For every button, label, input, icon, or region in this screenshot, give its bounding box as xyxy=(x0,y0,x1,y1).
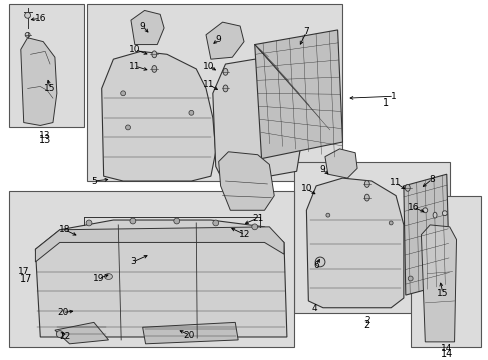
Bar xyxy=(9,191,293,347)
Text: 10: 10 xyxy=(300,184,311,193)
Text: 16: 16 xyxy=(35,14,46,23)
Ellipse shape xyxy=(121,91,125,96)
Bar xyxy=(9,4,84,127)
Text: 2: 2 xyxy=(363,316,369,325)
Polygon shape xyxy=(254,30,342,159)
Ellipse shape xyxy=(152,51,157,58)
Text: 19: 19 xyxy=(93,274,104,283)
Ellipse shape xyxy=(125,125,130,130)
Text: 12: 12 xyxy=(239,230,250,239)
Text: 4: 4 xyxy=(311,304,316,313)
Bar xyxy=(293,162,449,312)
Polygon shape xyxy=(142,322,238,344)
Ellipse shape xyxy=(407,276,412,281)
Ellipse shape xyxy=(104,274,112,279)
Text: 20: 20 xyxy=(57,308,68,317)
Polygon shape xyxy=(205,22,244,59)
Polygon shape xyxy=(324,149,356,178)
Text: 11: 11 xyxy=(389,179,401,188)
Text: 5: 5 xyxy=(91,176,97,185)
Polygon shape xyxy=(421,225,456,342)
Ellipse shape xyxy=(152,66,157,72)
Ellipse shape xyxy=(24,12,30,18)
Polygon shape xyxy=(21,38,57,126)
Text: 6: 6 xyxy=(313,261,318,270)
Polygon shape xyxy=(35,220,286,337)
Text: 9: 9 xyxy=(215,35,221,44)
Ellipse shape xyxy=(56,330,63,337)
Ellipse shape xyxy=(212,220,218,226)
Ellipse shape xyxy=(364,194,368,201)
Text: 17: 17 xyxy=(20,274,32,284)
Text: 10: 10 xyxy=(203,62,214,71)
Text: 15: 15 xyxy=(44,84,56,93)
Ellipse shape xyxy=(432,212,436,218)
Ellipse shape xyxy=(364,181,368,187)
Text: 3: 3 xyxy=(130,257,136,266)
Ellipse shape xyxy=(442,211,447,216)
Text: 7: 7 xyxy=(303,27,308,36)
Text: 1: 1 xyxy=(390,92,396,101)
Text: 21: 21 xyxy=(251,213,263,222)
Text: 10: 10 xyxy=(129,45,140,54)
Ellipse shape xyxy=(251,224,257,230)
Text: 16: 16 xyxy=(407,203,419,212)
Polygon shape xyxy=(212,59,300,176)
Polygon shape xyxy=(131,10,164,45)
Polygon shape xyxy=(102,51,215,181)
Ellipse shape xyxy=(223,85,227,92)
Text: 13: 13 xyxy=(40,131,51,140)
Text: 15: 15 xyxy=(436,289,447,298)
Ellipse shape xyxy=(25,32,30,37)
Text: 17: 17 xyxy=(18,267,29,276)
Polygon shape xyxy=(55,322,108,344)
Ellipse shape xyxy=(130,218,136,224)
Text: 8: 8 xyxy=(428,175,434,184)
Polygon shape xyxy=(35,227,284,262)
Ellipse shape xyxy=(223,68,227,75)
Ellipse shape xyxy=(86,220,92,226)
Text: 13: 13 xyxy=(39,135,51,145)
Ellipse shape xyxy=(173,218,179,224)
Bar xyxy=(410,195,480,347)
Text: 1: 1 xyxy=(383,98,388,108)
Ellipse shape xyxy=(388,221,392,225)
Polygon shape xyxy=(306,178,403,308)
Text: 14: 14 xyxy=(440,344,451,353)
Ellipse shape xyxy=(188,111,193,115)
Text: 2: 2 xyxy=(363,320,369,330)
Polygon shape xyxy=(218,152,274,210)
Ellipse shape xyxy=(315,257,324,267)
Ellipse shape xyxy=(422,208,427,213)
Ellipse shape xyxy=(325,213,329,217)
Ellipse shape xyxy=(405,184,409,191)
Text: 11: 11 xyxy=(203,80,214,89)
Bar xyxy=(87,4,342,181)
Polygon shape xyxy=(403,174,449,295)
Text: 20: 20 xyxy=(183,330,195,339)
Text: 18: 18 xyxy=(59,225,70,234)
Text: 9: 9 xyxy=(140,22,145,31)
Text: 14: 14 xyxy=(440,349,452,359)
Text: 11: 11 xyxy=(129,62,140,71)
Text: 9: 9 xyxy=(319,165,324,174)
Text: 22: 22 xyxy=(59,332,70,341)
